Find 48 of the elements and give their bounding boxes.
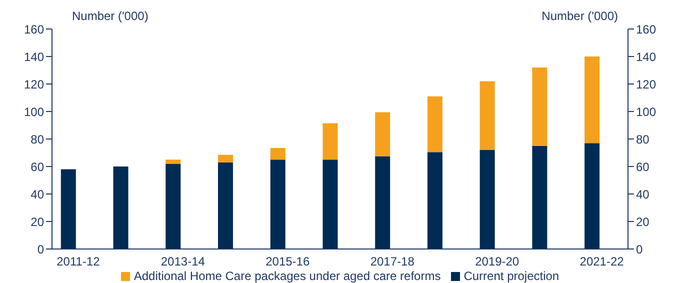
x-tick-label: 2011-12	[56, 254, 100, 269]
bar	[584, 143, 600, 249]
bar	[480, 81, 495, 150]
legend-label: Additional Home Care packages under aged care reforms	[134, 269, 441, 283]
y2-tick-label: 0	[636, 242, 643, 256]
bar	[270, 148, 286, 160]
y2-tick-label: 160	[636, 22, 656, 36]
bar	[584, 56, 600, 144]
y2-tick-label: 100	[636, 104, 656, 119]
y-tick-label: 140	[24, 50, 44, 64]
x-tick-label: 2019-20	[475, 254, 520, 269]
bar	[218, 154, 233, 162]
y2-tick-label: 140	[636, 50, 656, 64]
bar	[375, 156, 390, 249]
legend-label: Current projection	[464, 269, 560, 283]
bar	[113, 166, 128, 249]
bar	[427, 96, 442, 152]
x-tick-label: 2013-14	[160, 254, 206, 269]
y2-tick-label: 60	[636, 160, 650, 174]
y2-tick-label: 120	[636, 77, 656, 92]
x-tick-label: 2021-22	[580, 254, 624, 269]
y-tick-label: 120	[24, 77, 44, 92]
bar	[532, 68, 548, 146]
bar	[166, 160, 181, 164]
bar	[60, 169, 76, 249]
bar	[218, 162, 233, 249]
y-tick-label: 60	[30, 160, 44, 174]
bar	[322, 160, 338, 249]
bar	[166, 164, 181, 249]
y-axis-title: Number ('000)	[72, 9, 148, 23]
y2-tick-label: 20	[636, 214, 650, 229]
bar	[375, 112, 390, 156]
y-tick-label: 20	[30, 214, 44, 229]
y-tick-label: 100	[24, 104, 44, 119]
bar	[532, 146, 548, 249]
y2-tick-label: 80	[636, 132, 650, 146]
y-tick-label: 80	[30, 132, 44, 146]
bar	[322, 123, 338, 160]
x-tick-label: 2015-16	[266, 254, 310, 269]
y-tick-label: 40	[30, 187, 44, 202]
y2-tick-label: 40	[636, 187, 650, 202]
y-tick-label: 0	[37, 242, 44, 256]
bar	[480, 150, 495, 249]
x-tick-label: 2017-18	[370, 254, 415, 269]
bar	[427, 152, 442, 249]
y-tick-label: 160	[24, 22, 44, 36]
bar	[270, 160, 286, 249]
y2-axis-title: Number ('000)	[542, 9, 618, 23]
